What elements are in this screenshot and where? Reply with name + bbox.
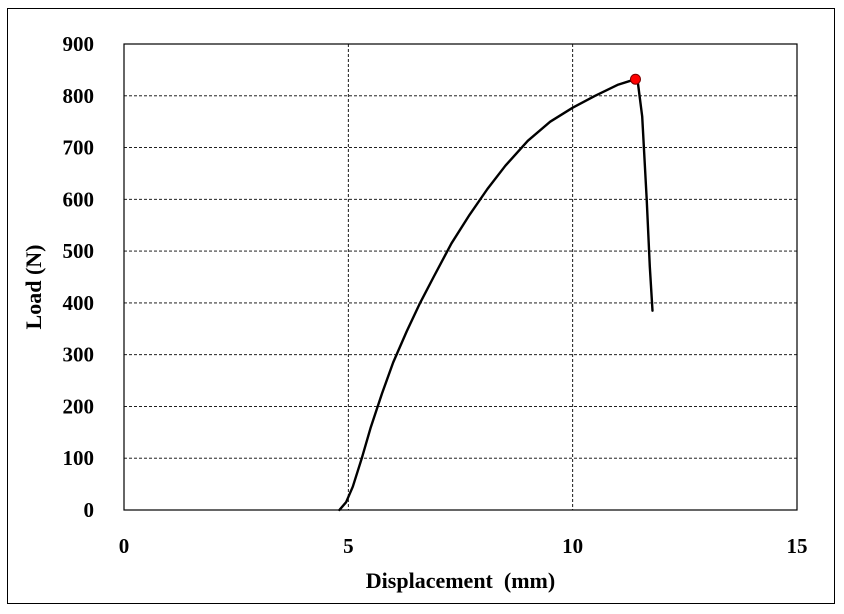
x-tick-label: 0 [119,534,130,558]
peak-load-marker [629,73,641,85]
plot-area [123,43,798,511]
chart-frame [7,8,835,604]
grid-layer [124,44,797,510]
x-tick-label: 15 [787,534,808,558]
x-tick-labels: 0 5 10 15 [119,534,808,558]
x-tick-label: 10 [562,534,583,558]
y-tick-label: 400 [63,291,95,315]
y-tick-label: 900 [63,32,95,56]
y-tick-label: 200 [63,394,95,418]
y-tick-label: 600 [63,187,95,211]
series-line [338,77,654,512]
y-axis-title: Load (N) [21,245,46,330]
y-tick-label: 0 [84,498,95,522]
y-tick-label: 700 [63,136,95,160]
x-axis-title: Displacement (mm) [366,568,555,593]
y-tick-label: 100 [63,446,95,470]
y-tick-label: 800 [63,84,95,108]
x-tick-label: 5 [343,534,354,558]
y-tick-label: 300 [63,343,95,367]
series-layer [338,73,654,512]
y-tick-label: 500 [63,239,95,263]
y-tick-labels: 0 100 200 300 400 500 600 700 800 900 [63,32,95,522]
